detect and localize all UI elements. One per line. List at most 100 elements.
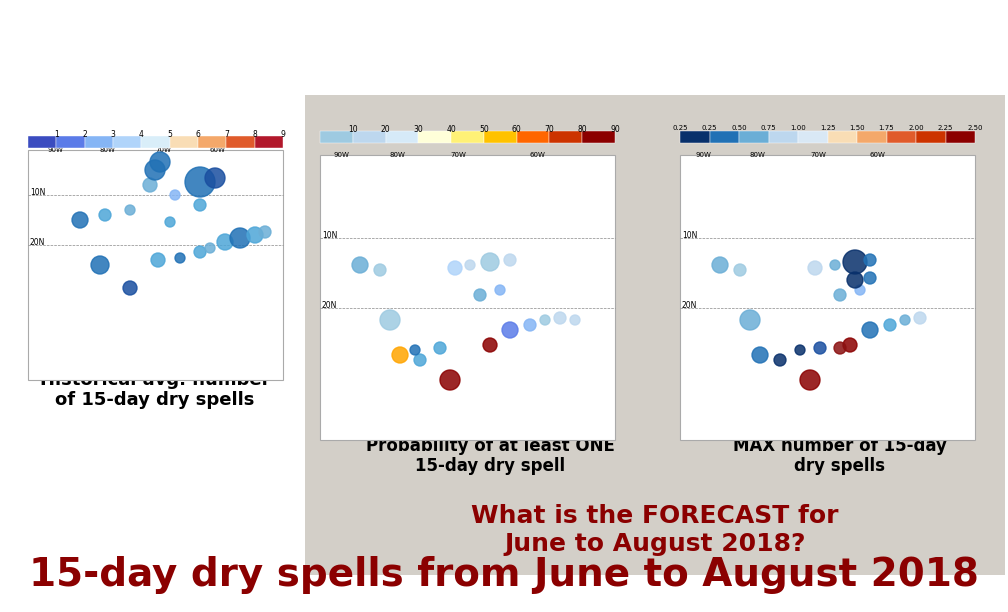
Circle shape [465, 260, 475, 270]
Text: 50: 50 [479, 125, 489, 134]
Bar [517, 131, 549, 143]
Text: 1.25: 1.25 [820, 125, 836, 131]
Circle shape [474, 289, 486, 301]
Circle shape [205, 243, 215, 253]
Text: 3: 3 [111, 130, 116, 139]
Text: 70W: 70W [450, 152, 466, 158]
Text: 80W: 80W [390, 152, 406, 158]
Circle shape [352, 257, 368, 273]
Circle shape [145, 160, 165, 180]
Bar [28, 136, 56, 148]
Circle shape [774, 354, 786, 366]
Text: Probability of at least ONE
15-day dry spell: Probability of at least ONE 15-day dry s… [366, 436, 615, 476]
Bar [353, 131, 385, 143]
Text: 0.75: 0.75 [761, 125, 776, 131]
Circle shape [483, 338, 497, 352]
Circle shape [217, 234, 233, 250]
Text: 80: 80 [578, 125, 587, 134]
Circle shape [864, 254, 876, 266]
FancyBboxPatch shape [680, 155, 975, 440]
Circle shape [843, 250, 867, 274]
Circle shape [123, 281, 137, 295]
Circle shape [481, 253, 499, 271]
Text: 10N: 10N [322, 231, 338, 240]
Bar [85, 136, 113, 148]
Circle shape [864, 272, 876, 284]
Text: 80W: 80W [750, 152, 766, 158]
Bar [385, 131, 418, 143]
Bar [710, 131, 739, 143]
Circle shape [814, 342, 826, 354]
Bar [946, 131, 975, 143]
Circle shape [734, 264, 746, 276]
Text: 4: 4 [139, 130, 144, 139]
Text: 60W: 60W [870, 152, 886, 158]
Circle shape [808, 261, 822, 275]
Text: 8: 8 [252, 130, 257, 139]
Circle shape [194, 246, 206, 258]
Text: 20N: 20N [30, 238, 45, 247]
Text: 1: 1 [54, 130, 58, 139]
Circle shape [740, 310, 760, 330]
Circle shape [205, 168, 225, 188]
Circle shape [524, 319, 536, 331]
Circle shape [495, 285, 505, 295]
Bar [886, 131, 916, 143]
Bar [452, 131, 484, 143]
Circle shape [830, 260, 840, 270]
Bar [418, 131, 452, 143]
Bar [56, 136, 85, 148]
Text: 20N: 20N [682, 301, 698, 310]
Text: 10: 10 [348, 125, 358, 134]
Text: What is the FORECAST for
June to August 2018?: What is the FORECAST for June to August … [472, 504, 839, 556]
Circle shape [540, 315, 550, 325]
Bar [255, 136, 283, 148]
Text: 2: 2 [83, 130, 87, 139]
Circle shape [834, 289, 846, 301]
Circle shape [170, 190, 180, 200]
Circle shape [834, 342, 846, 354]
Bar [916, 131, 946, 143]
Circle shape [752, 347, 768, 363]
Circle shape [143, 178, 157, 192]
Text: 2.50: 2.50 [968, 125, 983, 131]
Text: 30: 30 [413, 125, 423, 134]
Circle shape [440, 370, 460, 390]
Text: 90W: 90W [48, 147, 64, 153]
Text: 15-day dry spells from June to August 2018: 15-day dry spells from June to August 20… [29, 556, 979, 594]
Text: 1.50: 1.50 [849, 125, 865, 131]
Text: 9: 9 [280, 130, 285, 139]
Circle shape [900, 315, 910, 325]
Text: 90W: 90W [334, 152, 350, 158]
FancyBboxPatch shape [305, 95, 1005, 575]
Text: 60W: 60W [530, 152, 546, 158]
Circle shape [91, 256, 109, 274]
Circle shape [504, 254, 516, 266]
Circle shape [434, 342, 446, 354]
Text: 70W: 70W [155, 147, 171, 153]
Circle shape [862, 322, 878, 338]
FancyBboxPatch shape [320, 155, 615, 440]
Bar [768, 131, 798, 143]
Circle shape [150, 152, 170, 172]
Bar [169, 136, 198, 148]
Text: 90W: 90W [695, 152, 711, 158]
Circle shape [448, 261, 462, 275]
Circle shape [374, 264, 386, 276]
Circle shape [175, 253, 185, 263]
Bar [227, 136, 255, 148]
Circle shape [151, 253, 165, 267]
Circle shape [554, 312, 566, 324]
Text: 0.50: 0.50 [731, 125, 747, 131]
Circle shape [259, 226, 271, 238]
Text: 1.75: 1.75 [879, 125, 894, 131]
Bar [198, 136, 227, 148]
Text: 2.00: 2.00 [908, 125, 923, 131]
Circle shape [414, 354, 426, 366]
Bar [320, 131, 353, 143]
Circle shape [847, 272, 863, 288]
Text: 10N: 10N [682, 231, 698, 240]
Text: 6: 6 [196, 130, 201, 139]
Circle shape [570, 315, 580, 325]
Bar [680, 131, 710, 143]
